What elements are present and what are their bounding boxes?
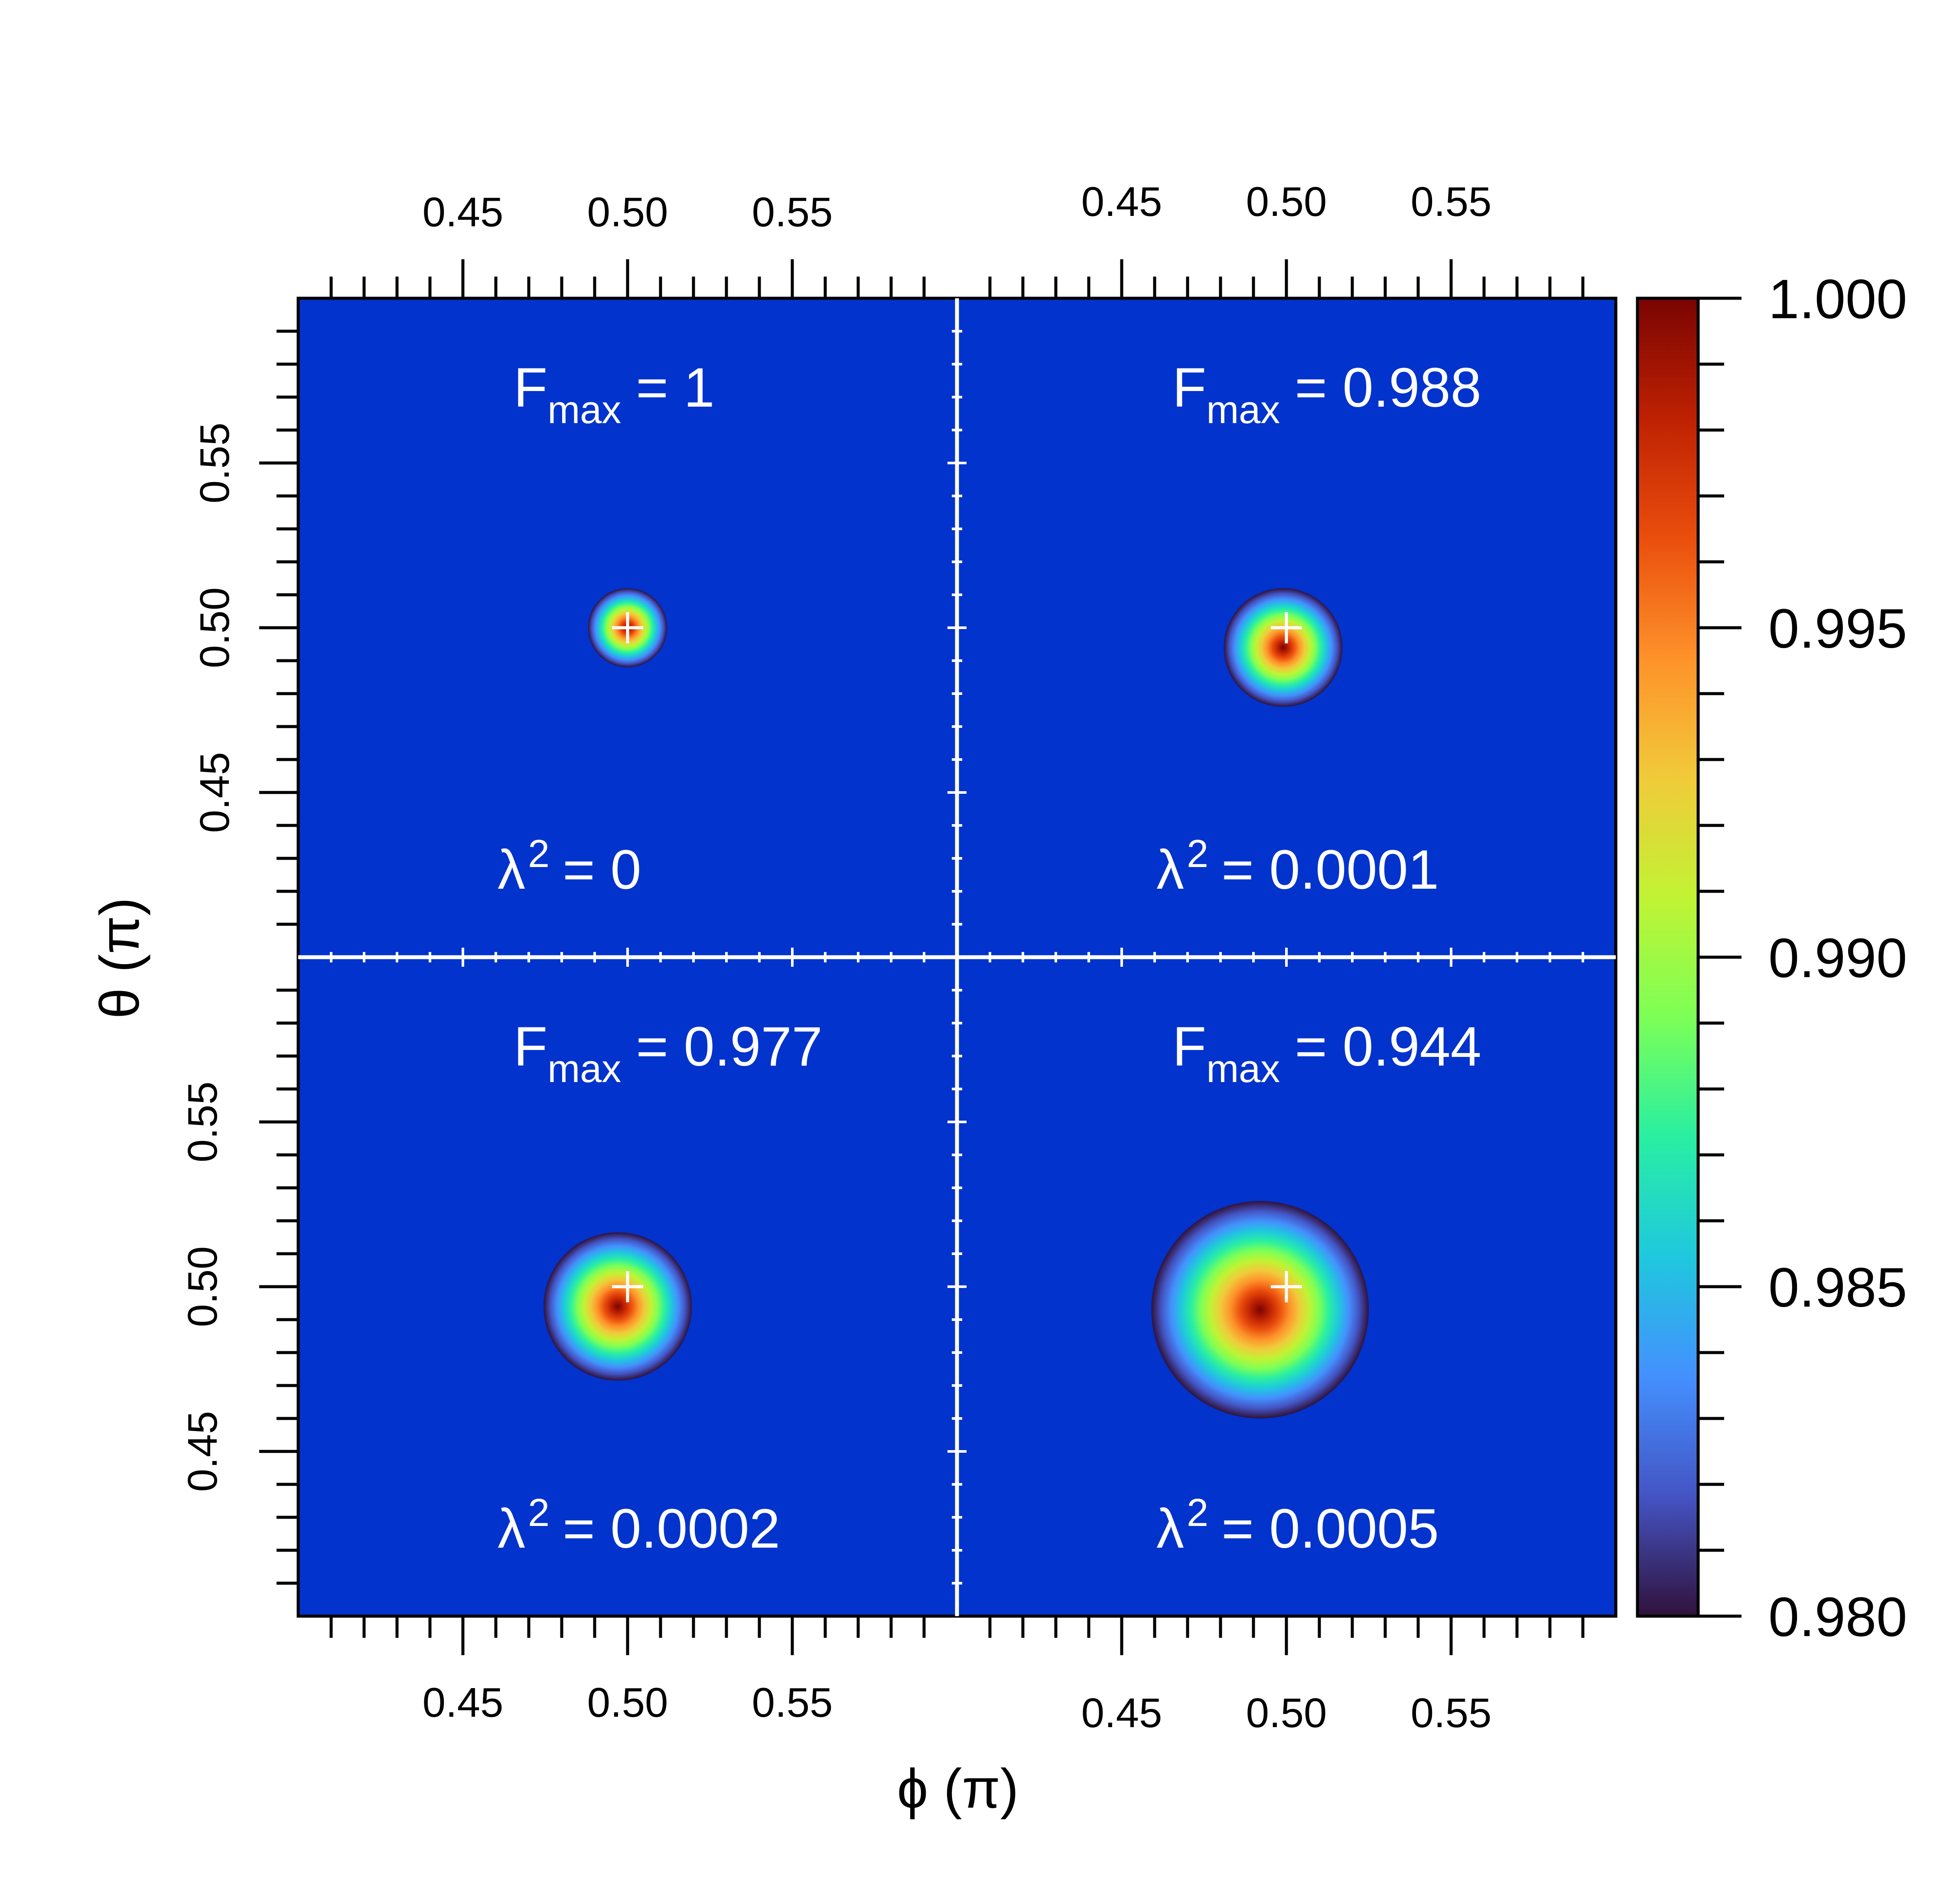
panel-4: Fmax = 0.944 λ2 = 0.0005 [957, 957, 1616, 1616]
fmax-value: = 1 [636, 357, 715, 419]
fidelity-region [1151, 1201, 1369, 1418]
y-tick-label: 0.55 [179, 1082, 226, 1163]
x-tick-label-bottom: 0.50 [587, 1679, 668, 1726]
x-tick-label-top: 0.45 [1081, 179, 1162, 225]
lambda-value: = 0.0005 [1221, 1498, 1439, 1560]
y-tick-label: 0.50 [192, 587, 238, 668]
target-marker [612, 1271, 643, 1302]
fmax-prefix: F [1172, 1016, 1206, 1078]
y-tick-label: 0.55 [192, 423, 238, 504]
lambda-value: = 0 [563, 839, 641, 901]
y-axis-title: θ (π) [89, 897, 151, 1019]
x-tick-label-bottom: 0.55 [752, 1679, 833, 1726]
fmax-prefix: F [1172, 357, 1206, 419]
lambda-prefix: λ [1156, 1498, 1184, 1560]
target-marker [1271, 612, 1302, 643]
x-tick-label-bottom: 0.55 [1411, 1690, 1492, 1736]
lambda-value: = 0.0001 [1221, 839, 1439, 901]
panel-1: Fmax = 1 λ2 = 0 [298, 298, 957, 957]
x-tick-label-top: 0.50 [1246, 179, 1327, 225]
lambda-superscript: 2 [528, 832, 550, 876]
fmax-value: = 0.988 [1295, 357, 1481, 419]
x-tick-label-top: 0.45 [423, 189, 504, 235]
fmax-subscript: max [1206, 1047, 1280, 1091]
y-tick-label: 0.45 [179, 1411, 226, 1492]
x-tick-label-top: 0.55 [752, 189, 833, 235]
colorbar-tick-label: 1.000 [1768, 268, 1907, 330]
fmax-prefix: F [514, 1016, 547, 1078]
colorbar-tick-label: 0.980 [1768, 1586, 1907, 1648]
fmax-label: Fmax = 0.944 [1172, 1016, 1481, 1091]
fmax-label: Fmax = 0.977 [514, 1016, 823, 1091]
lambda-prefix: λ [1156, 839, 1184, 901]
x-tick-label-bottom: 0.45 [1081, 1690, 1162, 1736]
fmax-value: = 0.977 [636, 1016, 823, 1078]
lambda-prefix: λ [498, 1498, 525, 1560]
x-tick-label-top: 0.55 [1411, 179, 1492, 225]
panel-3: Fmax = 0.977 λ2 = 0.0002 [298, 957, 957, 1616]
fmax-subscript: max [1206, 388, 1280, 432]
lambda-superscript: 2 [528, 1491, 550, 1535]
lambda-superscript: 2 [1187, 832, 1208, 876]
lambda-superscript: 2 [1187, 1491, 1208, 1535]
y-tick-label: 0.45 [192, 752, 238, 833]
colorbar [1636, 297, 1700, 1618]
panel-2: Fmax = 0.988 λ2 = 0.0001 [957, 298, 1616, 957]
lambda-prefix: λ [498, 839, 525, 901]
fidelity-region [544, 1232, 692, 1381]
lambda-label: λ2 = 0.0002 [498, 1491, 780, 1560]
lambda-label: λ2 = 0.0001 [1156, 832, 1439, 901]
target-marker [612, 612, 643, 643]
lambda-label: λ2 = 0.0005 [1156, 1491, 1439, 1560]
fmax-value: = 0.944 [1295, 1016, 1481, 1078]
colorbar-tick-label: 0.990 [1768, 927, 1907, 989]
y-tick-label: 0.50 [179, 1246, 226, 1327]
colorbar-tick-label: 0.985 [1768, 1257, 1907, 1319]
x-axis-title: ϕ (π) [897, 1758, 1019, 1820]
x-tick-label-bottom: 0.45 [423, 1679, 504, 1726]
lambda-value: = 0.0002 [563, 1498, 780, 1560]
x-tick-label-bottom: 0.50 [1246, 1690, 1327, 1736]
fmax-subscript: max [547, 388, 621, 432]
fmax-label: Fmax = 0.988 [1172, 357, 1481, 432]
fidelity-region [1224, 588, 1343, 707]
lambda-label: λ2 = 0 [498, 832, 641, 901]
target-marker [1271, 1271, 1302, 1302]
fmax-prefix: F [514, 357, 547, 419]
fmax-label: Fmax = 1 [514, 357, 715, 432]
fmax-subscript: max [547, 1047, 621, 1091]
x-tick-label-top: 0.50 [587, 189, 668, 235]
colorbar-tick-label: 0.995 [1768, 598, 1907, 660]
